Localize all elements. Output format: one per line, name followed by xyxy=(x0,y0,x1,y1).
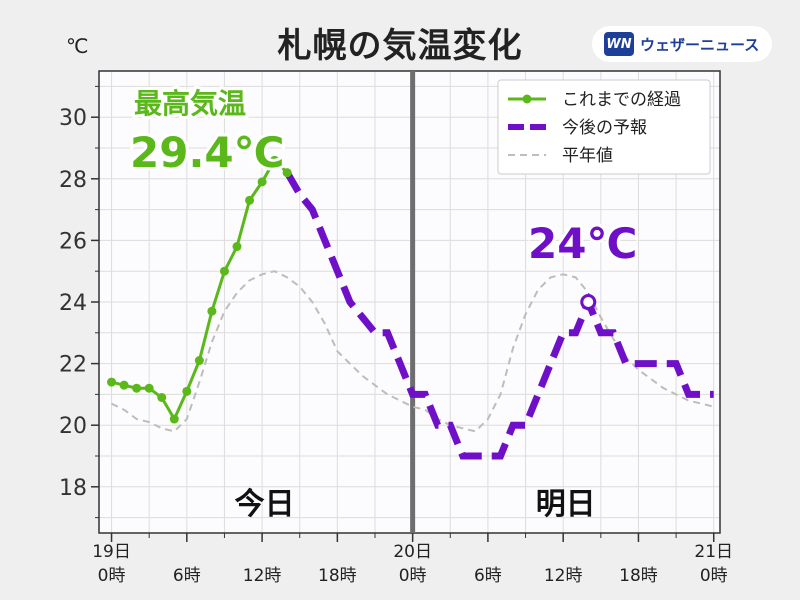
observed-point xyxy=(119,380,129,390)
y-tick-label: 30 xyxy=(59,106,87,131)
series-normal-line xyxy=(111,270,714,433)
brand-name: ウェザーニュース xyxy=(640,35,760,54)
y-tick-label: 24 xyxy=(59,291,87,316)
weathernews-logo-icon: WN xyxy=(604,32,634,56)
x-tick-label: 20日 xyxy=(393,542,432,562)
y-tick-label: 18 xyxy=(59,476,87,501)
x-tick-label: 21日 xyxy=(694,542,733,562)
observed-point xyxy=(169,414,179,424)
observed-point xyxy=(282,168,292,178)
legend-box xyxy=(497,79,711,175)
series-forecast-line xyxy=(284,170,714,460)
x-tick-label: 12時 xyxy=(544,566,583,586)
y-tick-label: 28 xyxy=(59,168,87,193)
observed-point xyxy=(270,155,280,165)
x-tick-label: 19日 xyxy=(92,542,131,562)
x-tick-label: 12時 xyxy=(243,566,282,586)
observed-point xyxy=(207,306,217,316)
observed-point xyxy=(144,383,154,393)
x-tick-label: 0時 xyxy=(98,566,126,586)
x-tick-label: 18時 xyxy=(619,566,658,586)
observed-point xyxy=(245,195,255,205)
forecast-peak-label: 24℃ xyxy=(528,219,637,268)
x-tick-label: 0時 xyxy=(700,566,728,586)
forecast-peak-marker xyxy=(580,294,597,310)
observed-point xyxy=(182,386,192,396)
observed-point xyxy=(257,177,267,187)
chart-title: 札幌の気温変化 xyxy=(277,26,523,66)
y-tick-label: 22 xyxy=(59,353,87,378)
x-tick-label: 18時 xyxy=(318,566,357,586)
legend-label: 平年値 xyxy=(562,146,613,166)
observed-point xyxy=(132,383,142,393)
observed-point xyxy=(194,356,204,366)
observed-point xyxy=(107,377,117,387)
legend-swatch-observed-marker xyxy=(522,94,532,104)
x-tick-label: 6時 xyxy=(474,566,502,586)
x-tick-label: 0時 xyxy=(399,566,427,586)
max-temp-value: 29.4℃ xyxy=(130,128,285,177)
day-label-tomorrow: 明日 xyxy=(536,487,596,522)
observed-point xyxy=(157,392,167,402)
max-temp-label: 最高気温 xyxy=(134,87,246,120)
observed-point xyxy=(232,242,242,252)
legend-label: 今後の予報 xyxy=(562,118,647,138)
legend-label: これまでの経過 xyxy=(562,90,681,110)
brand-badge: WN ウェザーニュース xyxy=(592,26,772,62)
x-tick-label: 6時 xyxy=(173,566,201,586)
y-tick-label: 26 xyxy=(59,229,87,254)
day-label-today: 今日 xyxy=(235,487,295,522)
y-tick-label: 20 xyxy=(59,414,87,439)
y-axis-unit: ℃ xyxy=(66,34,89,58)
observed-point xyxy=(219,266,229,276)
